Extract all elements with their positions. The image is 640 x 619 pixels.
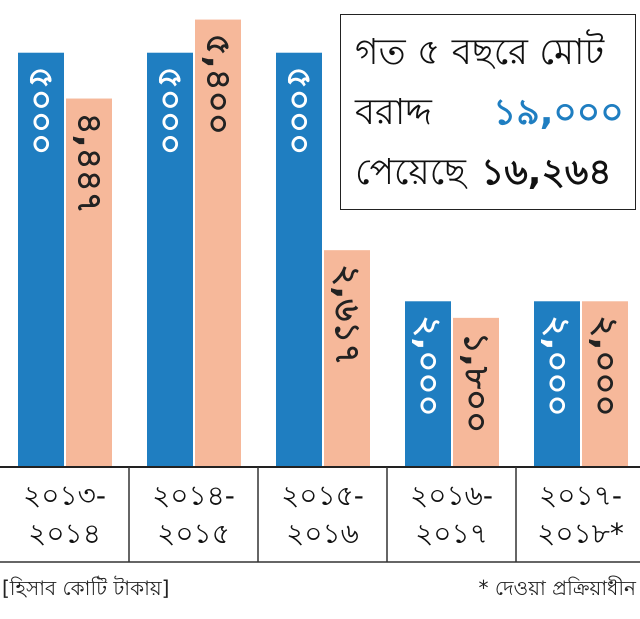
bar-value-label: ৫,৪০০ [198, 34, 238, 135]
summary-total-heading: গত ৫ বছরে মোট [355, 32, 605, 73]
x-tick-label: ২০১৫ [157, 517, 230, 550]
bar-value-label: ৫০০০ [21, 67, 61, 155]
summary-allocated-label: বরাদ্দ [355, 92, 432, 133]
x-tick-label: ২০১৭- [539, 479, 622, 512]
bar-series2-5 [582, 301, 628, 467]
bar-value-label: ২,০০০ [585, 315, 625, 416]
unit-note: [হিসাব কোটি টাকায়] [2, 576, 170, 600]
bar-series2-3 [324, 250, 370, 467]
bar-value-label: ২,০০০ [408, 315, 448, 416]
bar-value-label: ৪,৪৪৭ [69, 113, 109, 214]
x-tick-label: ২০১৪- [152, 479, 235, 512]
x-axis-tick-group: ২০১৩- ২০১৪ ২০১৪- ২০১৫ ২০১৫- ২০১৬ ২০১৬- ২০১৭ ২০১৭… [0, 467, 640, 563]
x-tick-label: ২০১৮* [537, 517, 624, 550]
asterisk-note: * দেওয়া প্রক্রিয়াধীন [478, 576, 636, 600]
x-tick-label: ২০১৬- [410, 479, 493, 512]
bar-series2-1 [66, 98, 112, 467]
x-tick-label: ২০১৪ [28, 517, 101, 550]
bar-series1-4 [405, 301, 451, 467]
bar-series1-1 [18, 52, 64, 467]
summary-received-value: ১৬,২৬৪ [481, 152, 612, 193]
summary-received-row: পেয়েছে ১৬,২৬৪ [355, 145, 612, 205]
summary-allocated-value: ১৯,০০০ [493, 92, 624, 133]
bar-series1-5 [534, 301, 580, 467]
bar-series1-3 [276, 52, 322, 467]
x-tick-label: ২০১৭ [415, 517, 488, 550]
x-tick-label: ২০১৩- [23, 479, 106, 512]
summary-received-label: পেয়েছে [355, 152, 466, 193]
bar-value-label: ৫০০০ [150, 67, 190, 155]
bar-value-label: ৫০০০ [279, 67, 319, 155]
bar-series2-4 [453, 317, 499, 467]
x-tick-label: ২০১৬ [286, 517, 359, 550]
summary-box: গত ৫ বছরে মোট বরাদ্দ ১৯,০০০ পেয়েছে ১৬,২… [340, 14, 636, 210]
bar-value-label: ২,০০০ [537, 315, 577, 416]
summary-allocated-row: বরাদ্দ ১৯,০০০ [355, 85, 624, 145]
bar-value-label: ১,৮০০ [456, 332, 496, 433]
bar-series1-2 [147, 52, 193, 467]
x-tick-label: ২০১৫- [281, 479, 364, 512]
bar-value-label: ২,৬১৭ [327, 264, 367, 365]
bar-series2-2 [195, 19, 241, 467]
